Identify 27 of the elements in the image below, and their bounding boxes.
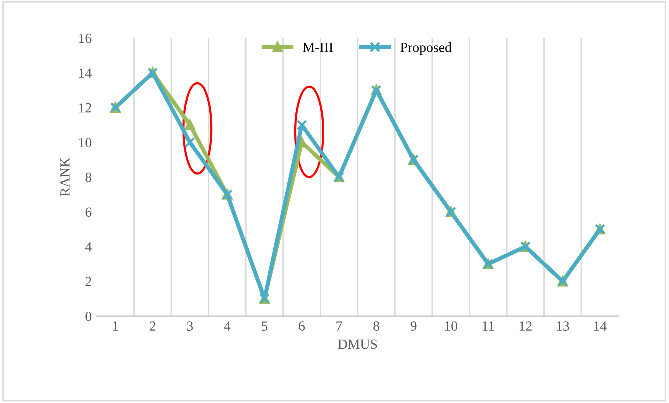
y-tick-label: 12	[79, 103, 92, 113]
y-tick-label: 6	[86, 208, 92, 218]
x-tick-label: 11	[482, 322, 494, 331]
y-tick-label: 10	[79, 138, 92, 148]
y-tick-label: 0	[86, 312, 92, 322]
y-axis-title: RANK	[60, 158, 70, 197]
y-tick-label: 14	[79, 68, 92, 78]
x-axis-title: DMUS	[338, 340, 378, 350]
y-tick-label: 16	[79, 34, 92, 44]
legend-label: Proposed	[400, 42, 452, 56]
x-tick-label: 9	[410, 322, 417, 331]
x-tick-label: 5	[262, 322, 268, 331]
x-tick-label: 12	[520, 322, 532, 331]
x-tick-label: 1	[113, 322, 118, 331]
x-tick-label: 2	[150, 322, 156, 331]
y-tick-label: 8	[86, 172, 92, 182]
y-tick-label: 2	[86, 277, 92, 286]
legend-label: M-III	[303, 43, 334, 52]
x-tick-label: 14	[594, 322, 607, 331]
x-tick-label: 6	[299, 322, 306, 331]
x-tick-label: 7	[336, 322, 342, 331]
x-tick-label: 13	[557, 322, 570, 331]
x-tick-label: 8	[374, 322, 380, 331]
y-tick-label: 4	[85, 242, 92, 252]
x-tick-label: 10	[445, 322, 458, 331]
x-tick-label: 4	[224, 322, 231, 331]
x-tick-label: 3	[187, 322, 194, 331]
